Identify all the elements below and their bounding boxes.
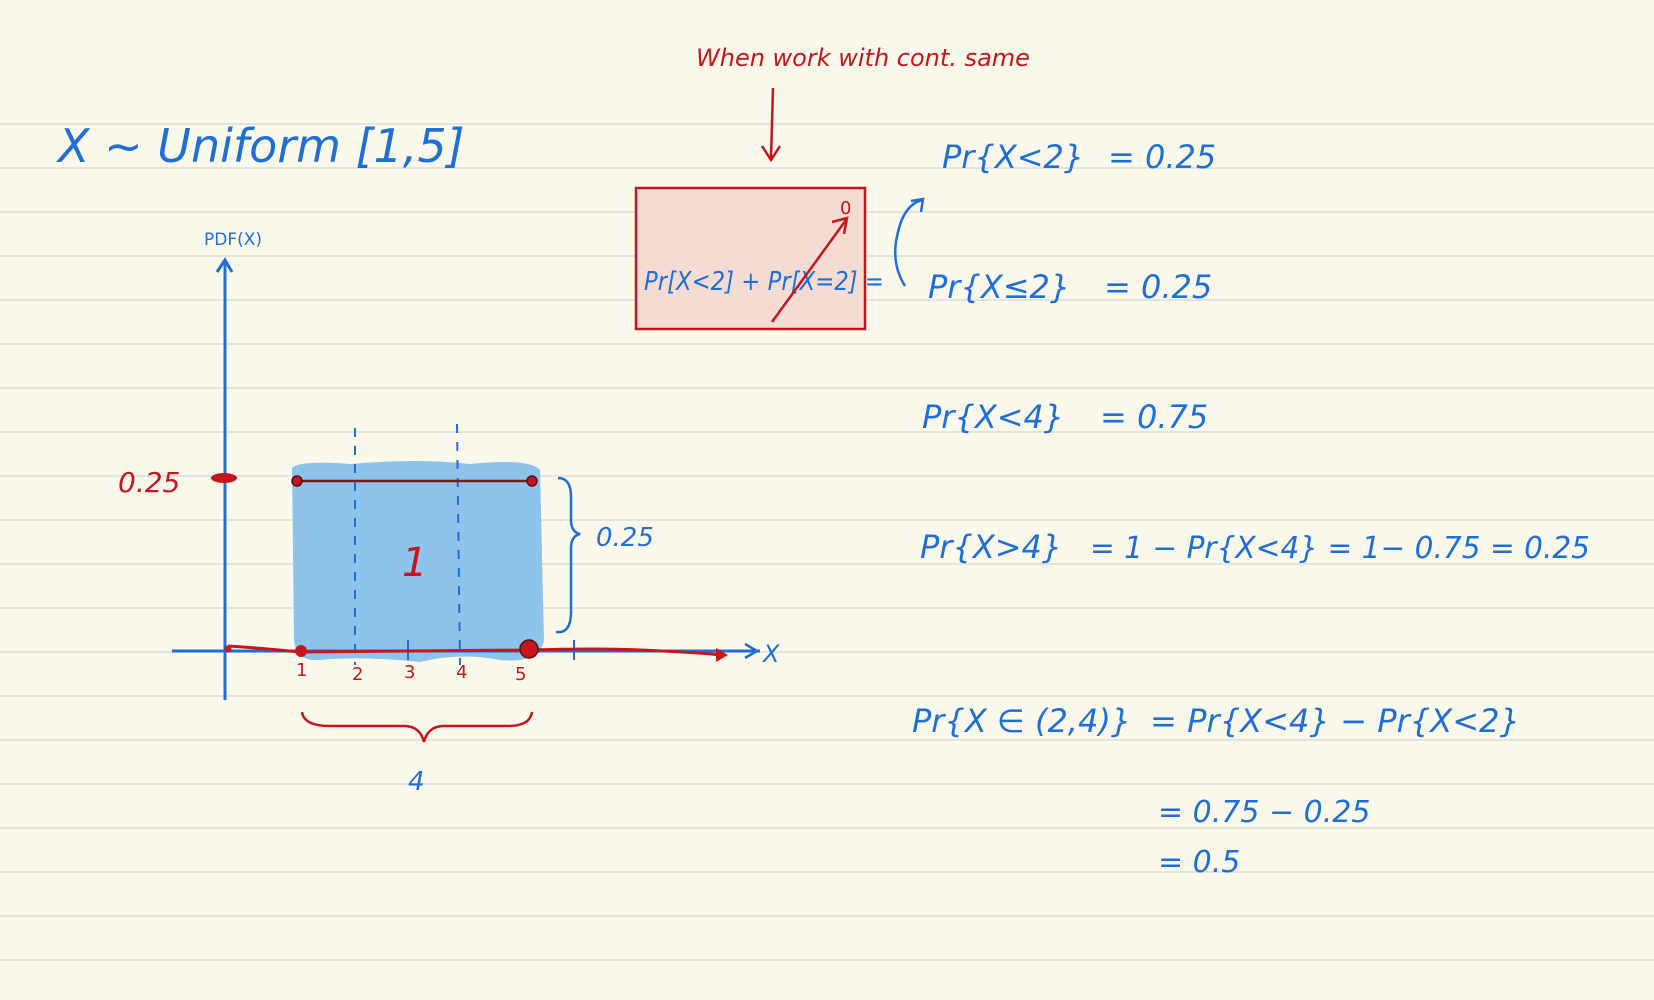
width-brace-icon [300,711,534,743]
equation-lhs: Pr{X>4} [920,528,1062,566]
ruled-lines [0,123,1654,961]
height-brace-icon [555,476,581,634]
distribution-heading: X ~ Uniform [1,5] [56,119,465,173]
height-label: 0.25 [118,466,180,499]
equation-result: = 0.5 [1158,845,1240,880]
equation-continuation: = 0.75 − 0.25 [1158,795,1370,830]
y-axis-label: PDF(X) [204,230,262,250]
dashed-line-x4 [456,423,461,666]
note-expression: Pr[X<2] + Pr[X=2] = [644,267,884,297]
pdf-endpoint-right [526,475,538,487]
uniform-pdf-graph: PDF(X) X 1 2 3 4 5 [118,230,780,797]
height-marker [211,473,237,483]
tick-label: 5 [515,664,526,685]
x-axis-label: X [761,640,780,668]
equation-lhs: Pr{X ∈ (2,4)} [912,702,1131,740]
equation-rhs: = 0.75 [1100,398,1208,436]
open-point-1 [295,645,307,657]
tick-labels: 1 2 3 4 5 [296,660,526,685]
equation-lhs: Pr{X<2} [942,138,1084,176]
equation-lhs: Pr{X≤2} [928,268,1070,306]
tick-label: 1 [296,660,307,681]
x-axis-arrow-icon [744,642,760,660]
probability-equations: Pr{X<2} = 0.25 Pr{X≤2} = 0.25 Pr{X<4} = … [912,138,1590,880]
note-box [634,186,867,331]
tick-label: 3 [404,662,415,683]
origin-point [224,645,232,653]
note-arrow-shaft [769,87,775,159]
equation-rhs: = 0.25 [1104,268,1212,306]
equation-rhs: = 1 − Pr{X<4} = 1− 0.75 = 0.25 [1090,531,1590,566]
note-arrow-icon [760,145,782,163]
note-annotation: When work with cont. same [696,44,1030,72]
strike-arrow-icon [831,216,849,235]
continuous-note: When work with cont. same Pr[X<2] + Pr[X… [634,44,1030,331]
equation-rhs: = 0.25 [1108,138,1216,176]
area-label: 1 [402,540,427,586]
tick-label: 4 [456,662,467,683]
link-arrow [893,198,923,287]
equation-lhs: Pr{X<4} [922,398,1064,436]
strike-arrow [770,219,848,323]
link-arrow-icon [910,197,925,213]
zero-mark: 0 [840,198,851,219]
pdf-arrow-icon [716,648,728,662]
y-axis-arrow-icon [215,257,234,273]
tick-label: 2 [352,664,363,685]
pdf-zero-line [227,644,723,657]
open-point-5 [519,639,539,659]
pdf-endpoint-left [291,475,303,487]
brace-height-label: 0.25 [596,523,654,553]
equation-rhs: = Pr{X<4} − Pr{X<2} [1150,702,1520,740]
width-label: 4 [408,767,425,797]
